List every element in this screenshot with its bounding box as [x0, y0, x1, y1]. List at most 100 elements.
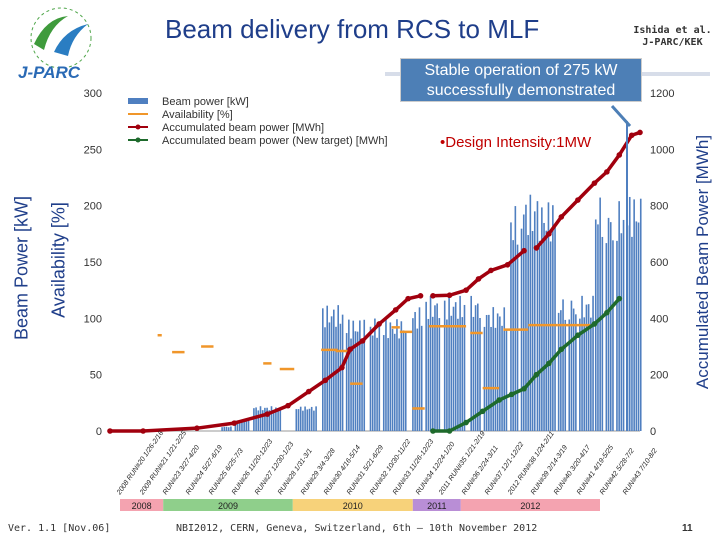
power-bar: [488, 314, 490, 431]
power-bar: [427, 318, 430, 431]
accumulated-line-point: [417, 293, 424, 299]
accumulated-new-line-point: [546, 360, 552, 367]
power-bar: [479, 317, 481, 431]
power-bar: [585, 304, 588, 431]
accumulated-new-line-point: [575, 332, 581, 339]
power-bar: [454, 302, 457, 431]
y-tick-right: 1000: [650, 144, 674, 156]
power-bar: [348, 319, 350, 431]
power-bar: [512, 240, 514, 431]
power-bar: [557, 312, 560, 431]
power-bar: [341, 314, 344, 431]
power-bar: [402, 330, 405, 431]
year-band: [163, 499, 293, 511]
accumulated-line-point: [392, 307, 399, 313]
power-bar: [541, 207, 543, 431]
accumulated-line-3-point: [546, 231, 552, 237]
year-label: 2009: [218, 501, 238, 511]
accumulated-new-line-point: [533, 371, 540, 378]
power-bar: [335, 326, 337, 431]
power-bar: [225, 426, 228, 431]
accumulated-line-3-point: [628, 132, 635, 139]
accumulated-new-line-point: [508, 391, 515, 398]
run-label: RUN#26 11/20-12/23: [231, 438, 274, 496]
power-bar: [560, 310, 562, 431]
power-bar: [238, 421, 241, 431]
accumulated-line-2-point: [504, 262, 511, 268]
power-bar: [485, 314, 488, 431]
peak-bar: [626, 121, 628, 432]
footer-conference: NBI2012, CERN, Geneva, Switzerland, 6th …: [176, 523, 538, 534]
power-bar: [628, 196, 631, 431]
page-number: 11: [682, 523, 693, 534]
power-bar: [474, 305, 477, 431]
power-bar: [531, 231, 534, 431]
power-bar: [277, 408, 279, 431]
callout-arrow: [610, 104, 632, 128]
power-bar: [635, 221, 638, 431]
accumulated-line-3-point: [616, 152, 623, 158]
affiliation: Ishida et al. J-PARC/KEK: [625, 25, 720, 49]
y-tick-left: 100: [84, 313, 102, 325]
y-tick-right: 600: [650, 257, 668, 269]
y-tick-right: 200: [650, 370, 668, 382]
year-band: [460, 499, 600, 511]
year-band: [120, 499, 164, 511]
power-bar: [492, 307, 495, 431]
power-bar: [333, 309, 335, 431]
accumulated-new-line-point: [604, 309, 610, 316]
power-bar: [527, 235, 529, 431]
power-bar: [525, 204, 527, 431]
power-bar: [302, 410, 304, 431]
power-bar: [425, 301, 427, 431]
page-title: Beam delivery from RCS to MLF: [165, 14, 540, 44]
y-tick-right: 400: [650, 313, 668, 325]
accumulated-line-point: [305, 388, 312, 395]
year-label: 2010: [343, 501, 363, 511]
legend-marker: [135, 137, 141, 143]
power-bar: [434, 305, 436, 431]
power-bar: [579, 318, 581, 431]
power-bar: [299, 406, 302, 431]
power-bar: [477, 303, 479, 431]
power-bar: [378, 322, 381, 431]
power-bar: [247, 420, 250, 431]
power-bar: [637, 222, 640, 431]
power-bar: [436, 303, 438, 431]
run-label: 2012 RUN#38 1/24-2/11: [506, 430, 556, 497]
power-bar: [547, 202, 550, 431]
power-bar: [616, 240, 618, 431]
power-bar: [221, 427, 223, 431]
power-bar: [501, 325, 503, 431]
accumulated-line-point: [194, 425, 200, 431]
power-bar: [414, 311, 416, 431]
power-bar: [255, 407, 257, 431]
power-bar: [418, 307, 421, 431]
power-bar: [234, 420, 237, 431]
power-bar: [396, 319, 398, 431]
power-bar: [371, 335, 374, 431]
power-bar: [533, 211, 536, 431]
power-bar: [612, 240, 614, 431]
accumulated-line-point: [322, 377, 329, 384]
accumulated-line-2-point: [463, 287, 469, 293]
accumulated-new-line-point: [430, 428, 436, 434]
power-bar: [609, 222, 612, 431]
power-bar: [227, 427, 230, 431]
jparc-logo: J-PARC: [6, 4, 116, 82]
power-bar: [272, 410, 275, 431]
legend-label: Accumulated beam power (New target) [MWh…: [162, 135, 388, 147]
power-bar: [494, 327, 497, 431]
power-bar: [223, 426, 226, 431]
design-intensity-note: •Design Intensity:1MW: [440, 134, 592, 151]
accumulated-line-point: [405, 295, 411, 302]
power-bar: [552, 205, 554, 431]
legend-marker: [135, 124, 141, 130]
power-bar: [529, 194, 532, 431]
power-bar: [389, 322, 392, 431]
power-bar: [536, 201, 539, 431]
power-bar: [522, 214, 525, 431]
year-label: 2011: [427, 501, 446, 511]
power-bar: [400, 321, 403, 431]
power-bar: [416, 328, 419, 431]
